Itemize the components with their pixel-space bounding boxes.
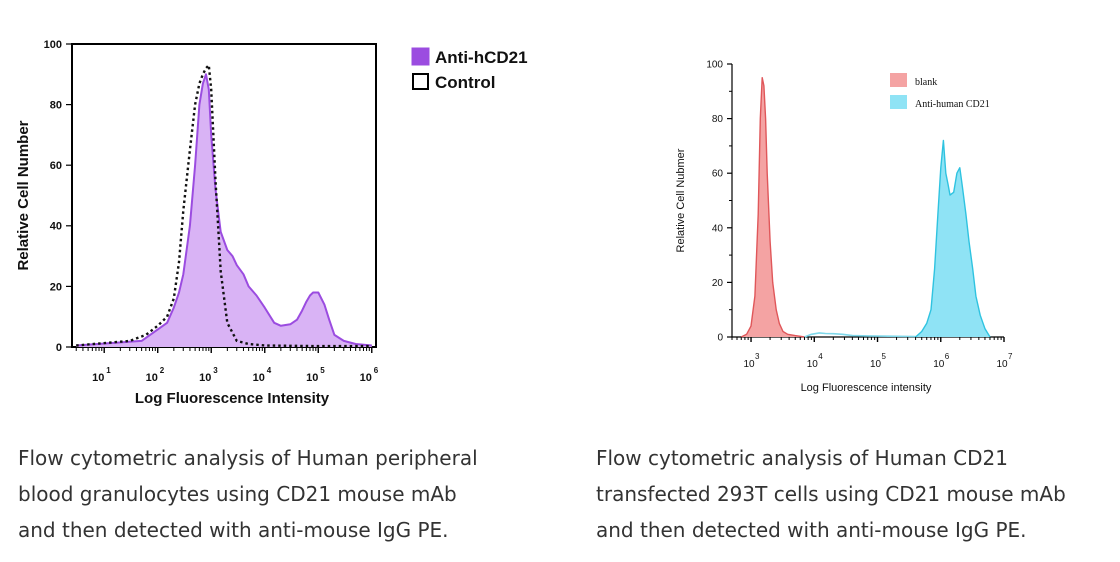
x-tick-label: 10 xyxy=(306,372,318,384)
y-tick-label: 60 xyxy=(712,169,724,180)
caption-right-line-2: transfected 293T cells using CD21 mouse … xyxy=(596,482,1066,506)
caption-right-line-1: Flow cytometric analysis of Human CD21 xyxy=(596,446,1008,470)
caption-left-line-1: Flow cytometric analysis of Human periph… xyxy=(18,446,478,470)
right-figure: 10 3 10 4 10 5 10 6 10 7 0 20 40 60 80 100 Log Fluoresce… xyxy=(580,0,1120,562)
x-tick-label: 10 xyxy=(253,372,265,384)
x-tick-label: 10 xyxy=(870,359,882,370)
x-axis-label: Log Fluorescence intensity xyxy=(801,382,932,394)
y-tick-label: 80 xyxy=(712,114,724,125)
y-tick-label: 60 xyxy=(50,160,62,172)
legend-label-anti-human-cd21: Anti-human CD21 xyxy=(915,99,990,110)
series-anti-human-cd21-outline xyxy=(915,139,991,338)
x-tick-exponent: 3 xyxy=(213,366,218,375)
legend-label-control: Control xyxy=(435,73,495,92)
y-tick-label: 20 xyxy=(712,278,724,289)
legend-label-anti-hcd21: Anti-hCD21 xyxy=(435,48,528,67)
series-anti-human-cd21-area xyxy=(915,140,990,337)
x-tick-label: 10 xyxy=(199,372,211,384)
legend-label-blank: blank xyxy=(915,77,937,88)
x-tick-exponent: 4 xyxy=(818,352,823,361)
legend-swatch-anti-human-cd21 xyxy=(890,95,907,109)
series-anti-hcd21-outline xyxy=(76,73,372,347)
y-tick-label: 0 xyxy=(717,333,723,344)
x-tick-label: 10 xyxy=(807,359,819,370)
x-tick-exponent: 6 xyxy=(374,366,379,375)
series-control-line xyxy=(76,63,372,348)
caption-left: Flow cytometric analysis of Human periph… xyxy=(18,440,538,548)
y-tick-label: 40 xyxy=(712,223,724,234)
x-tick-exponent: 2 xyxy=(160,366,165,375)
y-axis-label: Relative Cell Nubmer xyxy=(675,148,687,252)
y-tick-label: 0 xyxy=(56,342,62,354)
series-blank-area xyxy=(741,77,805,337)
series-series-1-line xyxy=(804,332,916,338)
y-tick-label: 20 xyxy=(50,281,62,293)
x-tick-label: 10 xyxy=(146,372,158,384)
y-tick-label: 100 xyxy=(44,39,62,51)
x-tick-exponent: 1 xyxy=(106,366,111,375)
y-tick-label: 100 xyxy=(706,60,723,71)
x-tick-label: 10 xyxy=(996,359,1008,370)
x-tick-label: 10 xyxy=(743,359,755,370)
x-tick-label: 10 xyxy=(360,372,372,384)
y-axis-label: Relative Cell Number xyxy=(15,120,32,270)
x-tick-exponent: 7 xyxy=(1008,352,1013,361)
caption-right-line-3: and then detected with anti-mouse IgG PE… xyxy=(596,518,1027,542)
x-tick-exponent: 4 xyxy=(267,366,272,375)
y-tick-label: 40 xyxy=(50,221,62,233)
x-tick-label: 10 xyxy=(92,372,104,384)
y-tick-label: 80 xyxy=(50,99,62,111)
caption-left-line-3: and then detected with anti-mouse IgG PE… xyxy=(18,518,449,542)
legend-swatch-blank xyxy=(890,73,907,87)
x-tick-exponent: 5 xyxy=(882,352,887,361)
x-tick-exponent: 6 xyxy=(945,352,950,361)
caption-left-line-2: blood granulocytes using CD21 mouse mAb xyxy=(18,482,457,506)
caption-right: Flow cytometric analysis of Human CD21 t… xyxy=(596,440,1116,548)
x-axis-label: Log Fluorescence Intensity xyxy=(135,390,330,407)
x-tick-label: 10 xyxy=(933,359,945,370)
series-blank-outline xyxy=(740,76,805,338)
x-tick-exponent: 3 xyxy=(755,352,760,361)
left-figure: 10 1 10 2 10 3 10 4 10 5 10 6 0 20 40 60 80 100 Log Fluore… xyxy=(15,39,538,548)
legend-swatch-anti-hcd21 xyxy=(411,47,430,66)
legend-swatch-control xyxy=(412,73,429,90)
x-tick-exponent: 5 xyxy=(320,366,325,375)
series-anti-hcd21-area xyxy=(76,74,372,348)
